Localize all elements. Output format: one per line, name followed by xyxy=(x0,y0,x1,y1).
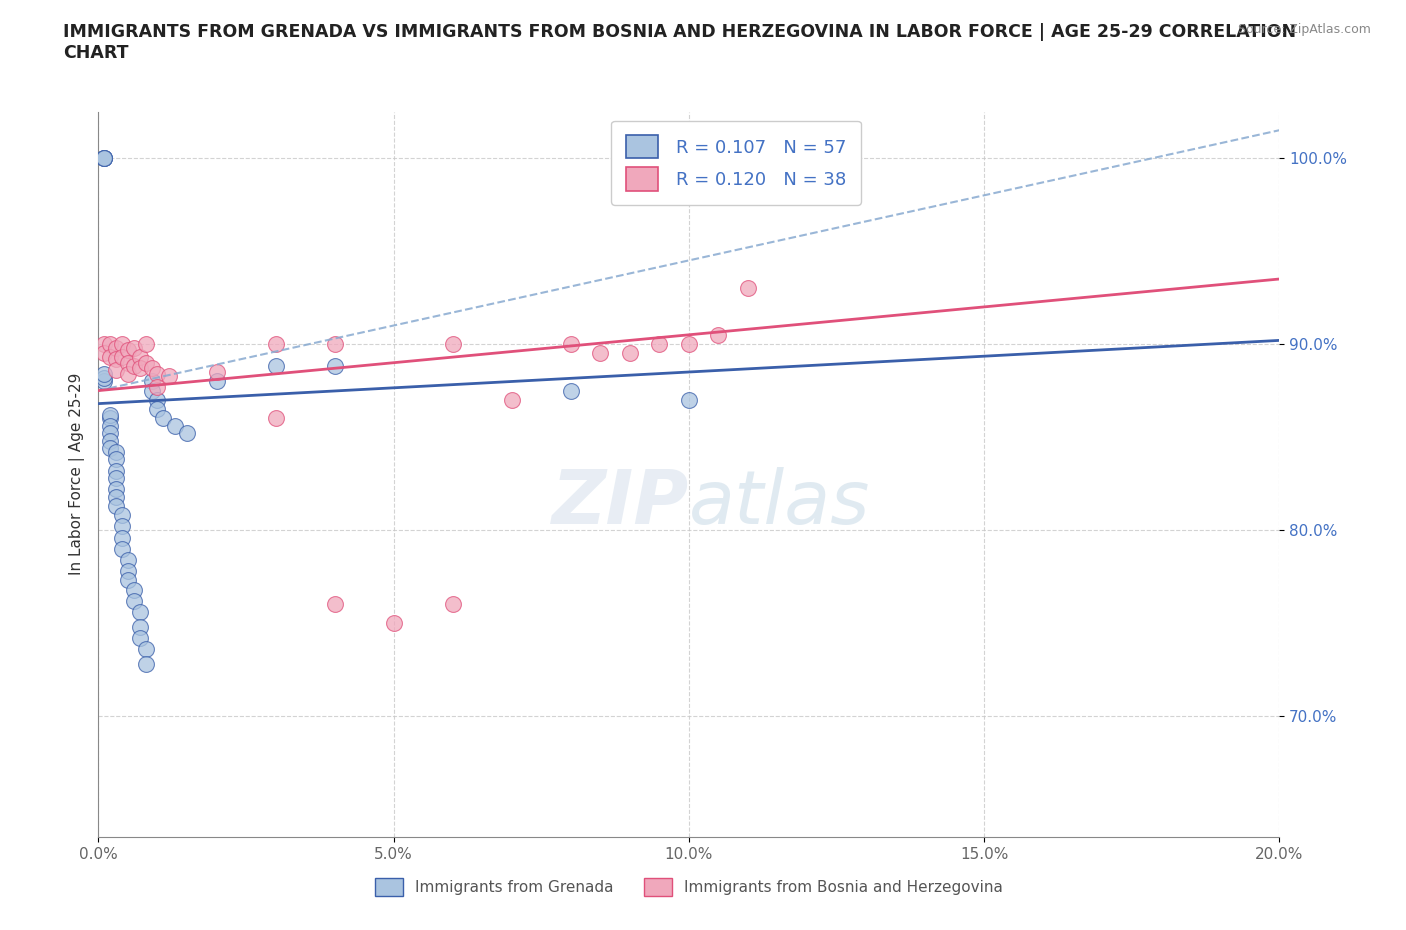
Point xyxy=(146,366,169,381)
Point xyxy=(737,281,759,296)
Point xyxy=(128,619,150,634)
Point xyxy=(117,355,139,370)
Point xyxy=(141,374,163,389)
Point xyxy=(146,379,169,394)
Point xyxy=(105,363,128,378)
Point xyxy=(589,346,612,361)
Point xyxy=(128,631,150,645)
Point xyxy=(152,411,174,426)
Point xyxy=(441,597,464,612)
Point xyxy=(128,361,150,376)
Text: Source: ZipAtlas.com: Source: ZipAtlas.com xyxy=(1237,23,1371,36)
Point xyxy=(93,366,115,381)
Point xyxy=(98,433,121,448)
Legend: Immigrants from Grenada, Immigrants from Bosnia and Herzegovina: Immigrants from Grenada, Immigrants from… xyxy=(370,872,1008,902)
Point xyxy=(122,593,145,608)
Point xyxy=(117,573,139,588)
Point xyxy=(111,508,134,523)
Point xyxy=(128,604,150,619)
Point xyxy=(111,519,134,534)
Point xyxy=(560,337,582,352)
Point xyxy=(122,359,145,374)
Point xyxy=(122,582,145,597)
Point xyxy=(141,361,163,376)
Point xyxy=(93,151,115,166)
Point xyxy=(707,327,730,342)
Point xyxy=(98,350,121,365)
Point xyxy=(501,392,523,407)
Point xyxy=(619,346,641,361)
Point xyxy=(382,616,405,631)
Point xyxy=(264,411,287,426)
Point xyxy=(165,418,187,433)
Point xyxy=(117,552,139,567)
Point xyxy=(111,541,134,556)
Point xyxy=(98,337,121,352)
Point xyxy=(93,151,115,166)
Point xyxy=(323,597,346,612)
Point xyxy=(105,489,128,504)
Point xyxy=(98,418,121,433)
Point xyxy=(111,530,134,545)
Point xyxy=(105,340,128,355)
Point xyxy=(105,463,128,478)
Text: atlas: atlas xyxy=(689,467,870,539)
Point xyxy=(135,657,157,671)
Point xyxy=(93,370,115,385)
Point xyxy=(105,498,128,513)
Point xyxy=(135,642,157,657)
Point xyxy=(135,355,157,370)
Point xyxy=(105,482,128,497)
Point xyxy=(264,337,287,352)
Point xyxy=(117,564,139,578)
Point xyxy=(105,352,128,366)
Point xyxy=(98,411,121,426)
Point xyxy=(105,452,128,467)
Text: ZIP: ZIP xyxy=(551,467,689,539)
Point xyxy=(93,346,115,361)
Y-axis label: In Labor Force | Age 25-29: In Labor Force | Age 25-29 xyxy=(69,373,84,576)
Point xyxy=(117,366,139,381)
Point xyxy=(128,350,150,365)
Point xyxy=(146,402,169,417)
Point xyxy=(678,337,700,352)
Point xyxy=(105,445,128,459)
Point xyxy=(205,365,228,379)
Point xyxy=(98,407,121,422)
Point xyxy=(93,151,115,166)
Point xyxy=(111,350,134,365)
Point xyxy=(323,337,346,352)
Text: IMMIGRANTS FROM GRENADA VS IMMIGRANTS FROM BOSNIA AND HERZEGOVINA IN LABOR FORCE: IMMIGRANTS FROM GRENADA VS IMMIGRANTS FR… xyxy=(63,23,1296,62)
Point xyxy=(678,392,700,407)
Point xyxy=(146,392,169,407)
Point xyxy=(122,340,145,355)
Point xyxy=(560,383,582,398)
Point xyxy=(176,426,198,441)
Point xyxy=(205,374,228,389)
Point xyxy=(98,426,121,441)
Point xyxy=(648,337,671,352)
Point xyxy=(135,337,157,352)
Point xyxy=(157,368,180,383)
Point xyxy=(93,151,115,166)
Point xyxy=(93,374,115,389)
Point xyxy=(441,337,464,352)
Point xyxy=(323,359,346,374)
Point xyxy=(264,359,287,374)
Point xyxy=(141,383,163,398)
Point xyxy=(105,471,128,485)
Point xyxy=(93,337,115,352)
Point xyxy=(98,441,121,456)
Point xyxy=(117,342,139,357)
Point xyxy=(111,337,134,352)
